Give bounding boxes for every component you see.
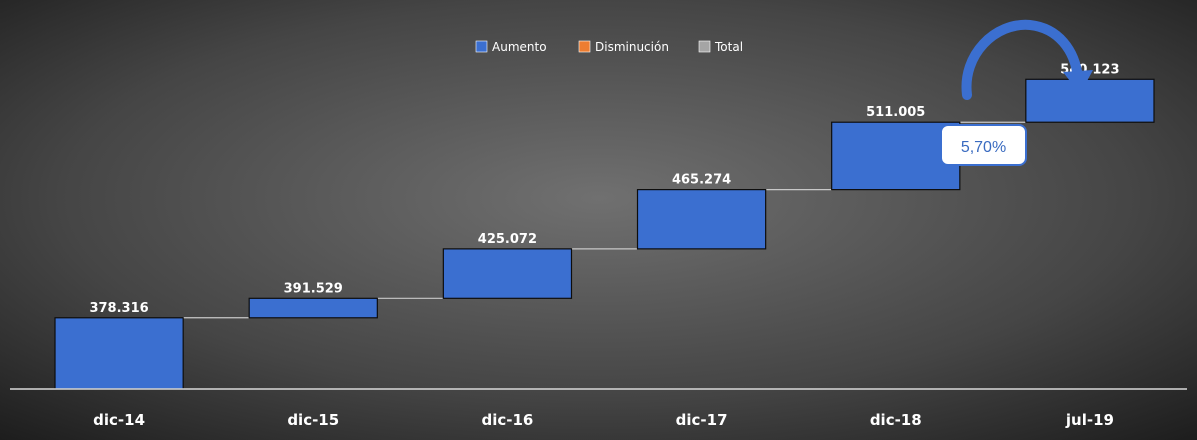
legend-label-total: Total bbox=[714, 40, 743, 54]
category-label-dic-18: dic-18 bbox=[870, 411, 922, 429]
value-label-dic-18: 511.005 bbox=[866, 105, 925, 120]
bar-dic-15 bbox=[248, 297, 378, 319]
arrow-head-icon bbox=[1063, 70, 1093, 94]
curved-arrow-icon bbox=[961, 19, 1083, 100]
legend-swatch-total bbox=[698, 40, 711, 53]
bars bbox=[54, 78, 1155, 390]
value-label-dic-14: 378.316 bbox=[89, 301, 148, 316]
category-label-jul-19: jul-19 bbox=[1065, 411, 1114, 429]
value-label-dic-17: 465.274 bbox=[672, 173, 731, 188]
legend-swatch-aumento bbox=[475, 40, 488, 53]
category-labels: dic-14 dic-15 dic-16 dic-17 dic-18 jul-19 bbox=[93, 411, 1114, 429]
value-label-dic-16: 425.072 bbox=[478, 232, 537, 247]
legend: Aumento Disminución Total bbox=[475, 40, 743, 54]
legend-item-disminucion: Disminución bbox=[578, 40, 669, 54]
category-label-dic-16: dic-16 bbox=[481, 411, 533, 429]
connector-lines bbox=[183, 121, 1026, 319]
bar-dic-16 bbox=[442, 248, 573, 299]
callout-box bbox=[940, 124, 1027, 166]
bar-jul-19 bbox=[1025, 78, 1155, 123]
category-label-dic-14: dic-14 bbox=[93, 411, 145, 429]
category-label-dic-15: dic-15 bbox=[287, 411, 339, 429]
legend-item-aumento: Aumento bbox=[475, 40, 547, 54]
bar-dic-17 bbox=[636, 189, 767, 250]
value-label-dic-15: 391.529 bbox=[284, 281, 343, 296]
category-label-dic-17: dic-17 bbox=[676, 411, 728, 429]
legend-swatch-disminucion bbox=[578, 40, 591, 53]
percentage-callout: 5,70% bbox=[940, 124, 1027, 166]
legend-label-aumento: Aumento bbox=[492, 40, 547, 54]
callout-text: 5,70% bbox=[961, 139, 1006, 156]
legend-label-disminucion: Disminución bbox=[595, 40, 669, 54]
legend-item-total: Total bbox=[698, 40, 743, 54]
bar-dic-18 bbox=[831, 121, 961, 191]
bar-dic-14 bbox=[54, 317, 184, 390]
